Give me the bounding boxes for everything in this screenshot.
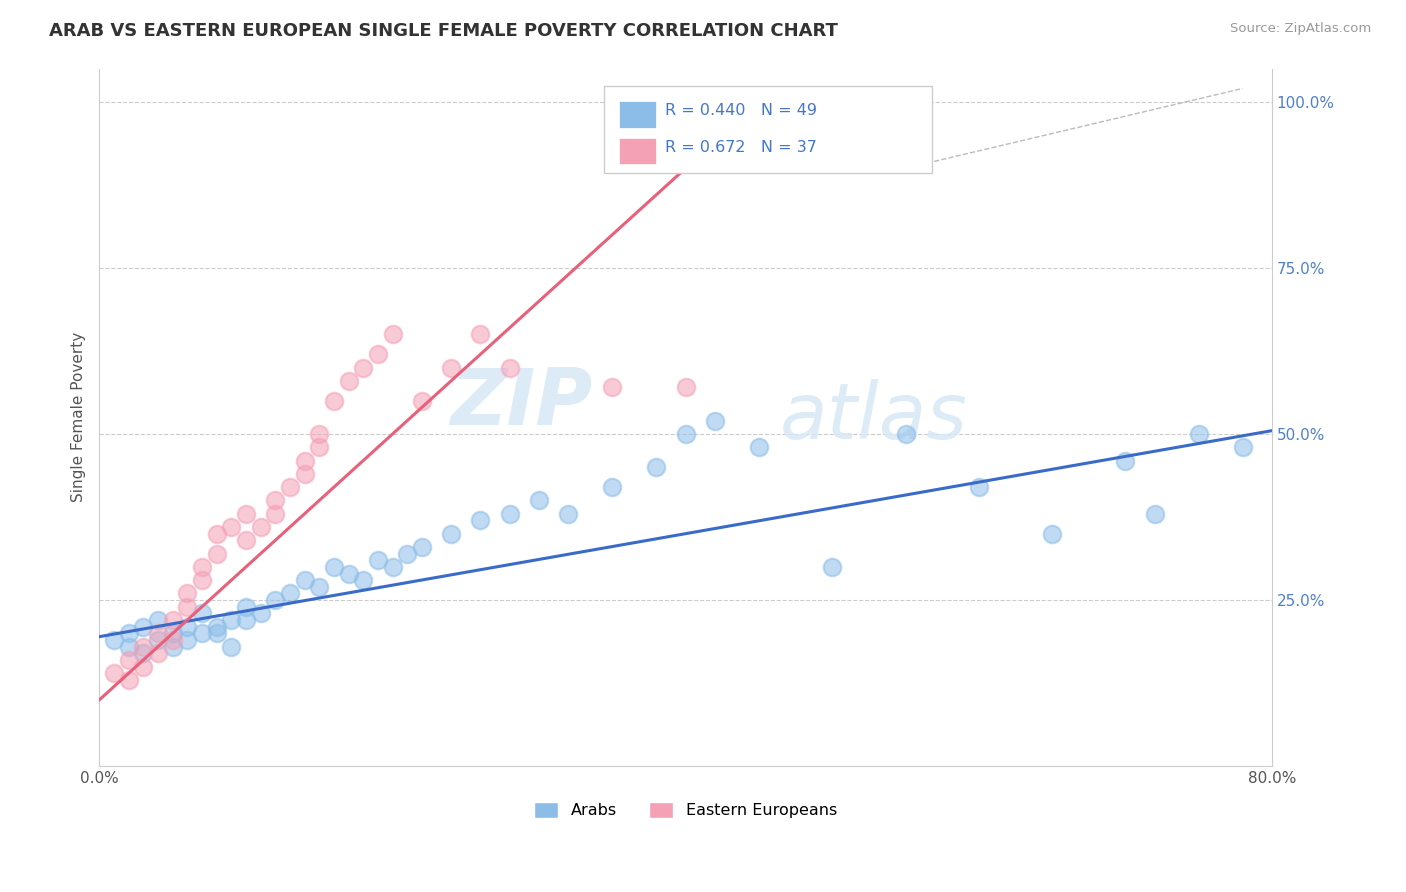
Point (191, 607, 214, 621)
Point (249, 607, 271, 621)
Point (264, 507, 287, 521)
Point (337, 566, 360, 581)
FancyBboxPatch shape (619, 102, 657, 128)
Point (396, 547, 419, 561)
Point (1040, 526, 1063, 541)
Text: ARAB VS EASTERN EUROPEAN SINGLE FEMALE POVERTY CORRELATION CHART: ARAB VS EASTERN EUROPEAN SINGLE FEMALE P… (49, 22, 838, 40)
Point (278, 586, 301, 600)
Point (264, 593, 287, 607)
Point (146, 613, 169, 627)
FancyBboxPatch shape (619, 137, 657, 164)
Point (118, 640, 141, 654)
Point (176, 586, 198, 600)
Point (675, 427, 697, 442)
Point (162, 613, 184, 627)
Point (191, 573, 214, 587)
Point (191, 626, 214, 640)
Point (191, 560, 214, 574)
Point (205, 626, 228, 640)
Point (146, 646, 169, 660)
Point (1143, 507, 1166, 521)
Point (249, 520, 271, 534)
Text: ZIP: ZIP (450, 366, 592, 442)
Point (235, 613, 257, 627)
Point (557, 507, 579, 521)
Point (221, 613, 243, 627)
Point (264, 493, 287, 508)
Point (176, 632, 198, 647)
Point (162, 632, 184, 647)
Point (440, 526, 463, 541)
Point (381, 327, 404, 342)
Point (103, 666, 125, 681)
Point (205, 620, 228, 634)
Point (602, 380, 624, 394)
Point (103, 632, 125, 647)
Point (704, 414, 727, 428)
Point (645, 460, 668, 475)
Point (470, 513, 492, 527)
Point (118, 626, 141, 640)
Point (118, 673, 141, 687)
Point (748, 440, 770, 454)
Point (132, 620, 155, 634)
FancyBboxPatch shape (603, 86, 932, 173)
Point (323, 560, 346, 574)
Point (146, 632, 169, 647)
Point (162, 626, 184, 640)
Point (132, 646, 155, 660)
Point (132, 640, 155, 654)
Point (235, 507, 257, 521)
Point (308, 440, 330, 454)
Point (132, 659, 155, 673)
Point (176, 599, 198, 614)
Text: R = 0.672   N = 37: R = 0.672 N = 37 (665, 140, 817, 154)
Point (1188, 427, 1211, 442)
Point (894, 427, 917, 442)
Point (1114, 453, 1136, 467)
Point (499, 507, 522, 521)
Point (205, 547, 228, 561)
Point (367, 553, 389, 567)
Point (146, 626, 169, 640)
Point (294, 573, 316, 587)
Point (967, 480, 990, 494)
Point (470, 327, 492, 342)
Text: atlas: atlas (779, 379, 967, 456)
Point (602, 480, 624, 494)
Point (440, 360, 463, 375)
Point (337, 374, 360, 388)
Point (1232, 440, 1254, 454)
Legend: Arabs, Eastern Europeans: Arabs, Eastern Europeans (527, 795, 844, 824)
Point (235, 533, 257, 548)
Point (235, 599, 257, 614)
Point (294, 467, 316, 481)
Point (352, 573, 374, 587)
Point (352, 360, 374, 375)
Point (294, 453, 316, 467)
Point (411, 393, 433, 408)
Text: R = 0.440   N = 49: R = 0.440 N = 49 (665, 103, 817, 119)
Point (499, 360, 522, 375)
Point (527, 493, 550, 508)
Y-axis label: Single Female Poverty: Single Female Poverty (72, 332, 86, 502)
Point (162, 640, 184, 654)
Point (308, 580, 330, 594)
Point (176, 620, 198, 634)
Point (411, 540, 433, 554)
Point (675, 380, 697, 394)
Point (278, 480, 301, 494)
Point (821, 560, 844, 574)
Point (381, 560, 404, 574)
Point (221, 520, 243, 534)
Point (308, 427, 330, 442)
Point (221, 640, 243, 654)
Point (323, 393, 346, 408)
Text: Source: ZipAtlas.com: Source: ZipAtlas.com (1230, 22, 1371, 36)
Point (205, 526, 228, 541)
Point (118, 653, 141, 667)
Point (367, 347, 389, 361)
